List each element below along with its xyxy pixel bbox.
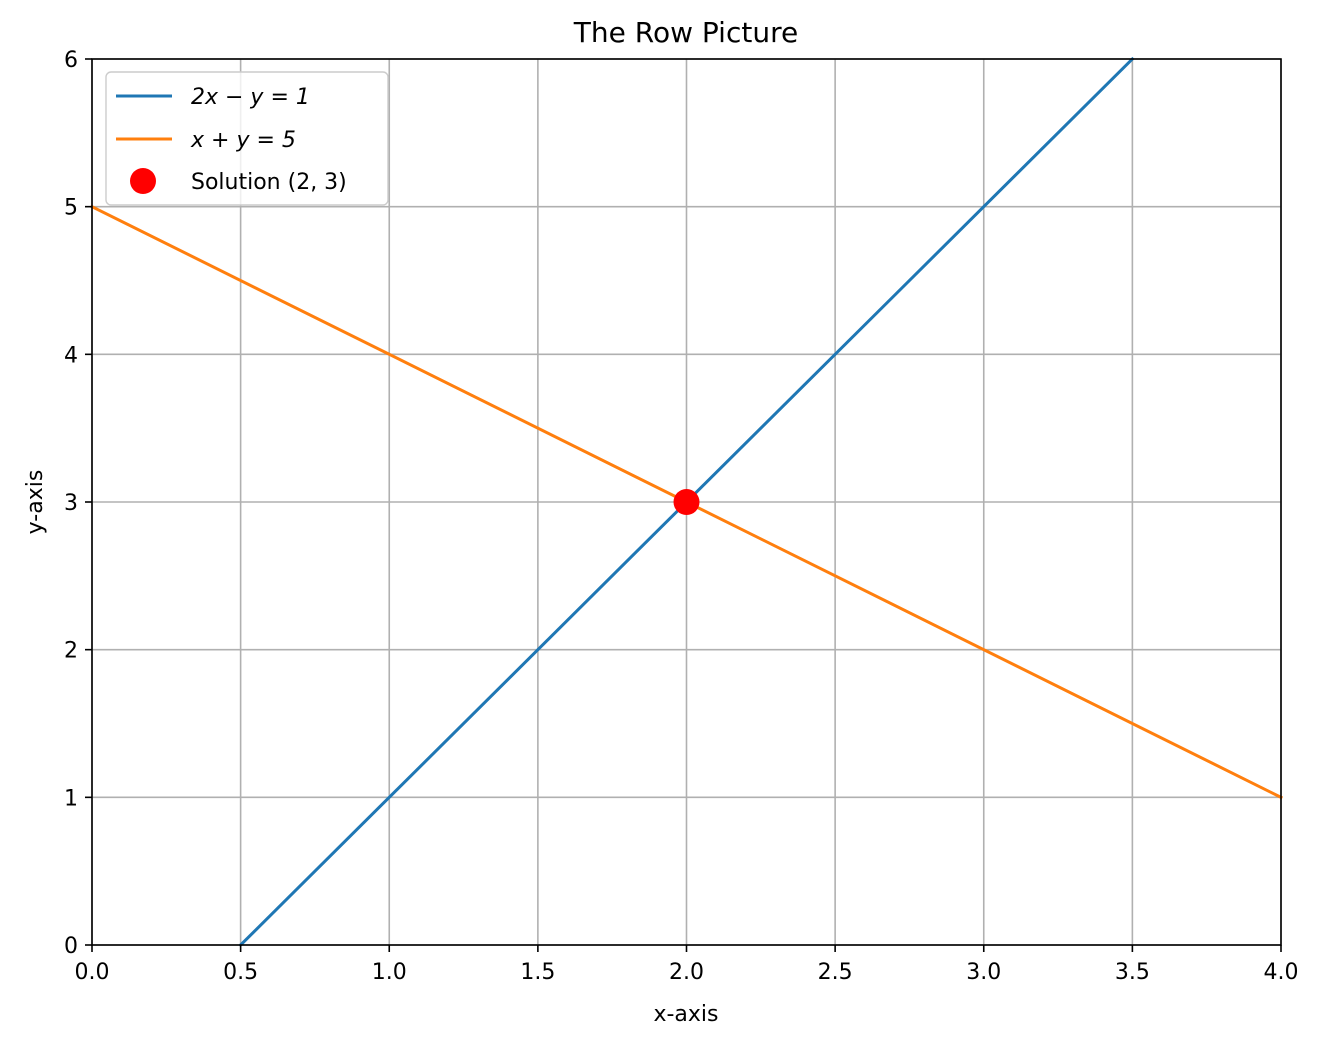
y-axis-label: y-axis xyxy=(23,470,48,535)
x-axis-ticks: 0.0 0.5 1.0 1.5 2.0 2.5 3.0 3.5 4.0 xyxy=(75,945,1299,985)
solution-points xyxy=(673,489,700,515)
x-tick-label: 3.5 xyxy=(1115,960,1150,985)
x-tick-label: 1.0 xyxy=(372,960,407,985)
y-tick-label: 5 xyxy=(64,196,78,221)
y-tick-label: 4 xyxy=(64,343,78,368)
y-axis-ticks: 0 1 2 3 4 5 6 xyxy=(64,48,92,959)
legend-box xyxy=(105,71,389,206)
y-tick-label: 2 xyxy=(64,639,78,664)
solution-point-marker xyxy=(673,489,700,515)
y-tick-label: 0 xyxy=(64,934,78,959)
plot-area xyxy=(89,56,1284,948)
x-tick-label: 4.0 xyxy=(1264,960,1299,985)
chart-title: The Row Picture xyxy=(573,16,798,49)
legend-label-solution: Solution (2, 3) xyxy=(191,170,347,195)
x-tick-label: 0.5 xyxy=(223,960,258,985)
y-tick-label: 6 xyxy=(64,48,78,73)
x-tick-label: 3.0 xyxy=(966,960,1001,985)
legend: 2x − y = 1 x + y = 5 Solution (2, 3) xyxy=(105,71,389,206)
x-tick-label: 1.5 xyxy=(520,960,555,985)
legend-marker-solution xyxy=(130,168,156,194)
x-tick-label: 0.0 xyxy=(75,960,110,985)
y-tick-label: 1 xyxy=(64,786,78,811)
x-tick-label: 2.0 xyxy=(669,960,704,985)
x-axis-label: x-axis xyxy=(653,1002,718,1027)
y-tick-label: 3 xyxy=(64,491,78,516)
legend-label-series-1: 2x − y = 1 xyxy=(191,85,310,110)
legend-label-series-2: x + y = 5 xyxy=(190,128,296,153)
x-tick-label: 2.5 xyxy=(818,960,853,985)
